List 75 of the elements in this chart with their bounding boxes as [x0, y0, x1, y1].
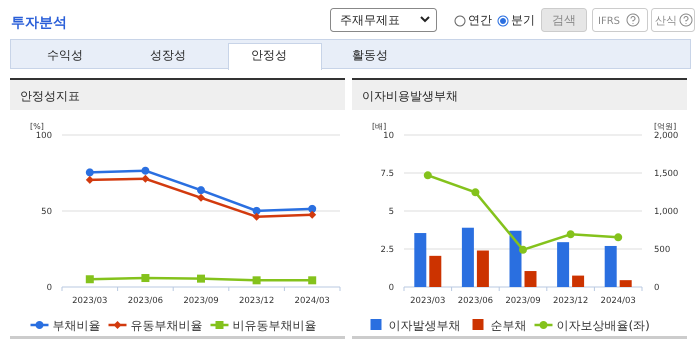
text: 주재무제표 [340, 13, 400, 27]
chart-title: 안정성지표 [20, 89, 80, 103]
text: 안정성 [251, 48, 287, 62]
y2-tick-label: 500 [654, 245, 670, 255]
x-tick-label: 2023/06 [128, 296, 164, 306]
y-tick-label: 50 [41, 207, 52, 217]
bar [476, 250, 489, 287]
point [308, 276, 316, 284]
text: 연간 [468, 13, 492, 27]
x-tick-label: 2023/06 [458, 296, 494, 306]
bar [620, 280, 632, 287]
text: 성장성 [150, 48, 186, 62]
x-tick-label: 2023/09 [183, 296, 219, 306]
point [197, 274, 205, 283]
y-tick-label: 0 [388, 283, 394, 293]
y-axis-title: [%] [30, 122, 44, 131]
point [141, 274, 150, 282]
point [141, 166, 150, 175]
text: 산식 [655, 14, 677, 27]
bar [462, 228, 474, 287]
text: 분기 [511, 13, 535, 27]
y-tick-label: 2.5 [380, 245, 394, 255]
y-tick-label: 0 [46, 283, 52, 293]
legend-label: 순부채 [490, 318, 526, 332]
bar [524, 271, 536, 287]
x-tick-label: 2023/12 [238, 296, 274, 306]
text: 투자분석 [11, 15, 67, 31]
point [566, 230, 575, 238]
x-tick-label: 2023/09 [505, 296, 541, 306]
point [308, 204, 316, 213]
text: IFRS [598, 16, 620, 27]
y2-tick-label: 1,500 [654, 169, 678, 179]
x-tick-label: 2024/03 [600, 296, 636, 306]
y-tick-label: 5 [388, 207, 394, 217]
point [519, 246, 527, 254]
point [614, 233, 622, 242]
bar [557, 242, 570, 287]
point [252, 206, 261, 215]
point [308, 210, 316, 219]
legend-label: 부채비율 [52, 318, 100, 332]
point [252, 276, 261, 284]
bar [414, 233, 426, 287]
legend-label: 이자발생부채 [388, 318, 460, 332]
point [252, 212, 261, 221]
legend-label: 이자보상배율(좌) [556, 318, 650, 332]
point [197, 194, 205, 202]
y-tick-label: 10 [383, 131, 394, 141]
x-tick-label: 2023/12 [552, 296, 588, 306]
point [86, 275, 94, 284]
point [471, 188, 480, 196]
point [197, 186, 205, 194]
y-tick-label: 7.5 [380, 169, 394, 179]
legend-label: 유동부채비율 [130, 318, 202, 332]
x-tick-label: 2023/03 [410, 296, 446, 306]
x-tick-label: 2023/03 [72, 296, 108, 306]
y-tick-label: 100 [36, 131, 52, 141]
y2-tick-label: 2,000 [654, 131, 678, 141]
bar [604, 246, 617, 287]
point [86, 176, 94, 184]
y2-axis-title: [억원] [654, 122, 676, 131]
point [141, 174, 150, 183]
point [86, 168, 94, 176]
chart-title: 이자비용발생부채 [362, 89, 458, 103]
text: 검색 [552, 13, 576, 27]
bar [429, 256, 442, 287]
y2-tick-label: 0 [654, 283, 660, 293]
x-tick-label: 2024/03 [294, 296, 330, 306]
legend-label: 비유동부채비율 [232, 318, 316, 332]
bar [510, 230, 522, 287]
text: 수익성 [47, 48, 83, 62]
bar [572, 276, 584, 287]
text: 활동성 [352, 48, 388, 62]
y2-tick-label: 1,000 [654, 207, 678, 217]
y-axis-title: [배] [372, 122, 386, 131]
point [424, 171, 432, 180]
